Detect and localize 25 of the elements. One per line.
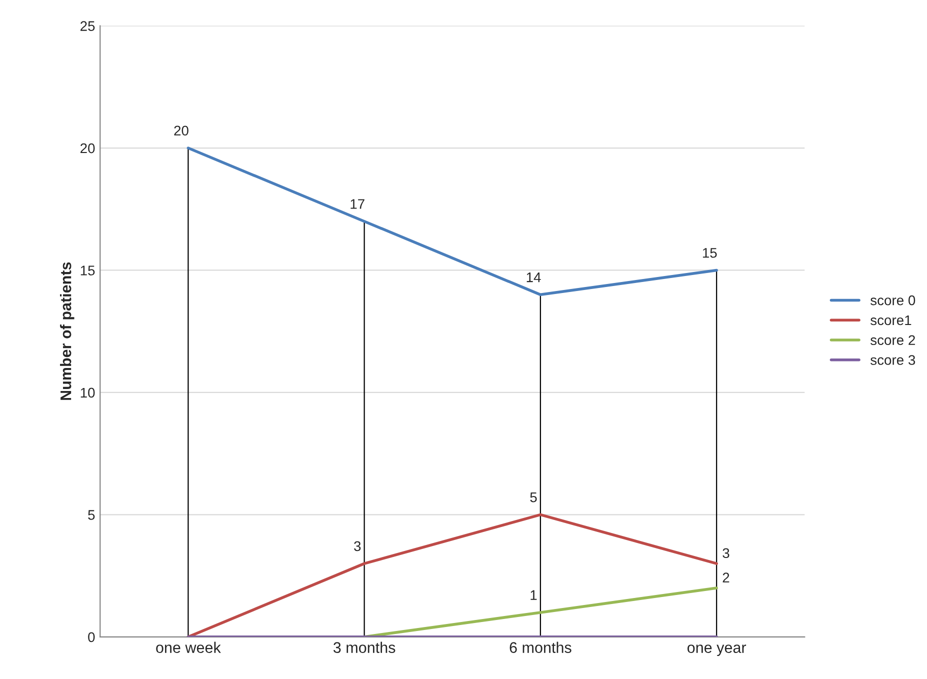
- x-tick-label: one week: [156, 642, 221, 653]
- y-tick-label: 0: [88, 632, 95, 642]
- data-label: 20: [174, 126, 188, 136]
- y-axis-title: Number of patients: [60, 262, 74, 400]
- data-label: 3: [354, 541, 361, 552]
- data-label: 2: [722, 572, 730, 582]
- y-tick-label: 20: [80, 143, 95, 154]
- legend-label: score 3: [870, 355, 916, 365]
- data-label: 3: [722, 548, 730, 558]
- data-label: 15: [702, 248, 717, 258]
- data-label: 5: [530, 492, 537, 502]
- y-tick-label: 10: [80, 388, 95, 398]
- data-label: 14: [526, 272, 541, 282]
- x-tick-label: one year: [687, 644, 746, 656]
- data-label: 1: [530, 590, 537, 600]
- y-tick-label: 5: [88, 510, 95, 520]
- legend-label: score 0: [870, 295, 916, 306]
- y-tick-label: 15: [80, 266, 95, 276]
- legend-label: score 2: [870, 335, 915, 346]
- line-series: [186, 146, 718, 296]
- data-label: 17: [350, 199, 364, 209]
- x-tick-label: 3 months: [333, 642, 396, 653]
- y-tick-label: 25: [80, 21, 95, 31]
- legend-label: score1: [870, 315, 912, 326]
- x-tick-label: 6 months: [510, 642, 572, 653]
